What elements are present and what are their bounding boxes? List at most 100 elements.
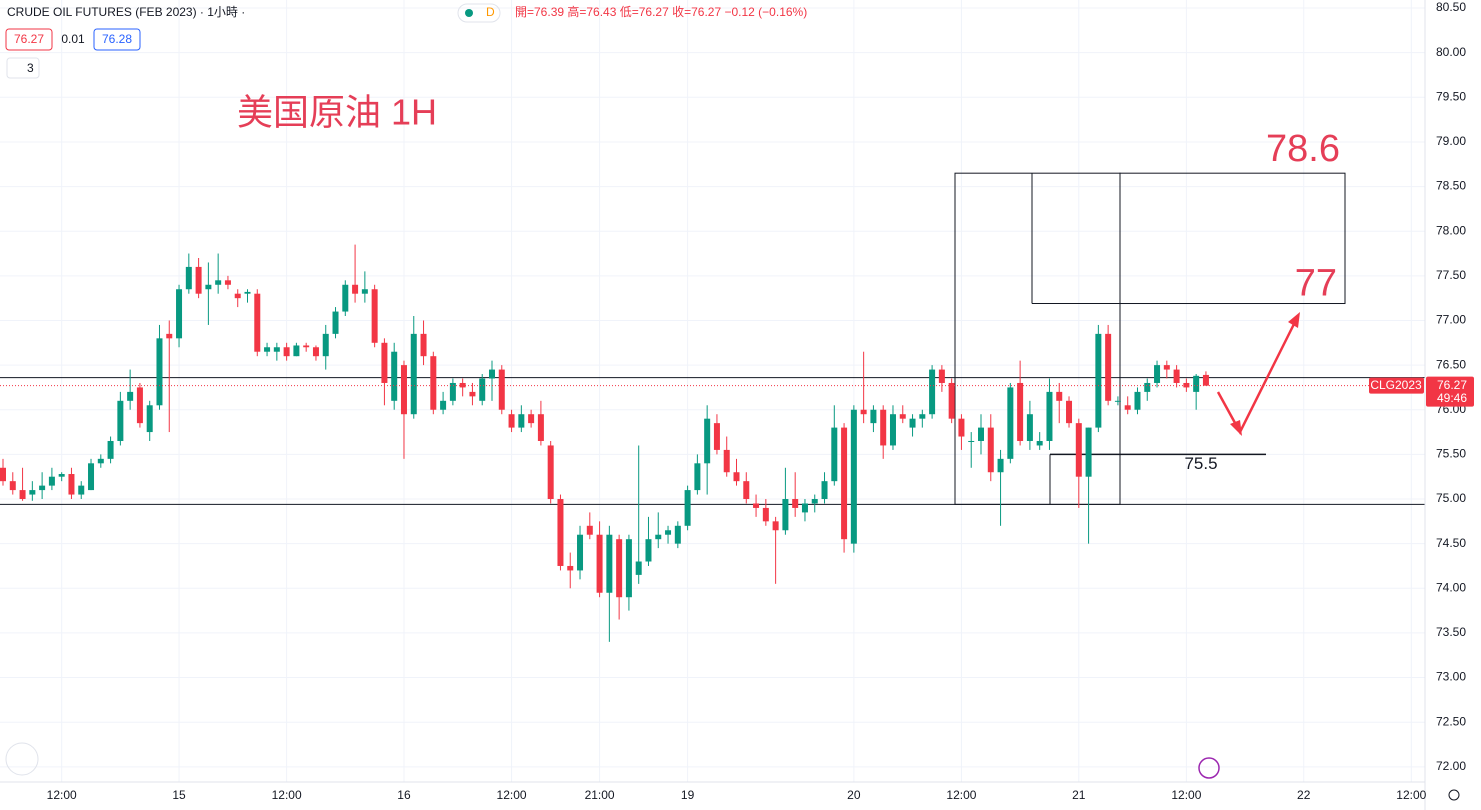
x-tick-label: 12:00 [1396,788,1426,802]
candle-body [1124,405,1131,410]
y-tick-label: 73.50 [1436,625,1466,639]
candle-body [655,534,662,540]
y-tick-label: 77.50 [1436,268,1466,282]
settings-icon[interactable] [1448,789,1460,801]
candle-body [987,427,994,473]
candle-body [195,266,202,294]
candle-body [322,333,329,357]
status-dot [465,9,473,17]
y-tick-label: 74.50 [1436,536,1466,550]
go-button[interactable] [5,742,39,776]
candle-body [1144,382,1151,392]
target-label: 78.6 [1266,128,1340,170]
x-tick-label: 16 [397,788,411,802]
candle-body [381,342,388,383]
spread: 0.01 [61,32,85,46]
candle-body [19,490,26,500]
candle-body [919,414,926,419]
target-label: 75.5 [1184,454,1217,473]
candle-body [557,499,564,566]
x-tick-label: 21 [1072,788,1086,802]
candle-body [772,521,779,531]
candle-body [1095,333,1102,428]
candle-body [1163,365,1170,370]
candle-body [1134,391,1141,410]
target-box [1119,172,1346,305]
candle-body [361,289,368,294]
x-tick-label: 19 [681,788,695,802]
y-tick-label: 76.50 [1436,357,1466,371]
candle-body [821,481,828,500]
y-tick-label: 75.00 [1436,491,1466,505]
candle-body [929,369,936,415]
candle-body [831,427,838,482]
candle-body [39,485,46,491]
candle-body [635,561,642,575]
countdown: 49:46 [1437,391,1467,405]
y-tick-label: 75.50 [1436,447,1466,461]
candle-body [625,539,632,598]
candle-body [48,476,55,486]
y-tick-label: 78.00 [1436,223,1466,237]
candle-body [0,467,6,482]
box [954,172,1121,505]
candle-body [616,539,623,598]
candle-body [889,414,896,446]
event-icon[interactable] [1198,757,1220,779]
candle-body [166,333,173,339]
candle-body [547,445,554,500]
candle-body [723,449,730,473]
candle-body [68,474,75,495]
ask-box[interactable] [93,28,141,51]
candle-body [185,266,192,290]
candle-body [293,345,300,357]
candle-body [1173,369,1180,383]
candle-body [1114,400,1121,402]
ask: 76.28 [102,32,132,46]
candle-body [801,503,808,513]
candle-body [1017,382,1024,441]
candle-body [342,284,349,312]
candle-body [303,345,310,348]
candle-body [606,534,613,593]
x-tick-label: 12:00 [497,788,527,802]
y-tick-label: 79.50 [1436,89,1466,103]
candle-body [694,463,701,491]
candle-body [1066,400,1073,424]
candle-body [899,414,906,419]
candle-body [205,284,212,290]
indicator-toggle[interactable] [6,57,40,79]
candle-body [596,534,603,593]
price-tag-text: 76.27 [1437,378,1467,392]
candle-body [753,503,760,508]
price-tag [1426,376,1474,407]
candle-body [391,351,398,401]
candle-body [1075,423,1082,477]
candle-body [1026,414,1033,441]
candle-body [1056,391,1063,401]
candle-body [948,382,955,419]
candle-body [273,347,280,352]
candle-body [264,347,271,352]
candle-body [224,280,231,285]
candle-body [958,418,965,437]
candle-body [577,534,584,571]
candle-body [107,440,114,459]
candle-body [1085,427,1092,477]
bid-box[interactable] [5,28,53,51]
candle-body [176,289,183,339]
candle-body [586,525,593,535]
x-tick-label: 21:00 [585,788,615,802]
symbol-title: CRUDE OIL FUTURES (FEB 2023) · 1小時 · [7,5,245,19]
candle-body [841,427,848,540]
x-tick-label: 15 [172,788,186,802]
candle-body [1036,440,1043,446]
candle-body [528,414,535,424]
candle-body [567,565,574,571]
candle-body [1007,387,1014,459]
candle-body [58,474,65,477]
candle-body [127,391,134,401]
badge-text: D [486,5,495,19]
candle-body [1193,375,1200,392]
